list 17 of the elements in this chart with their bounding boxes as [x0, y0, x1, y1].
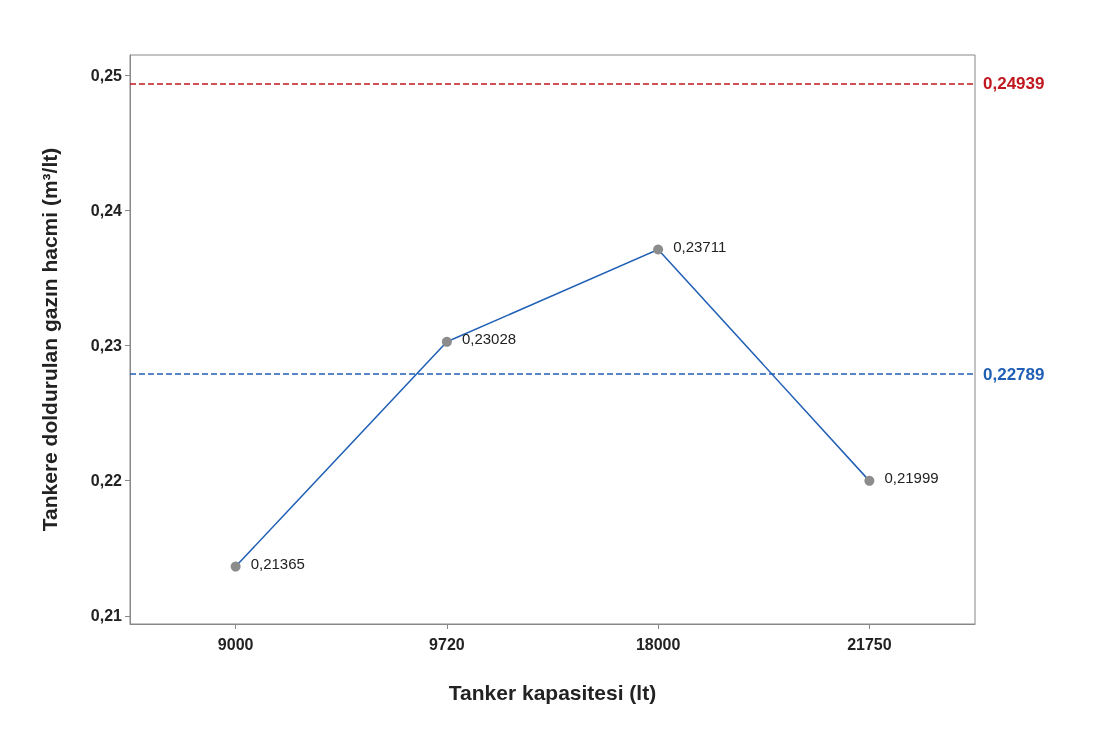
x-tick-label: 9720: [429, 635, 465, 653]
data-label: 0,21365: [250, 555, 305, 573]
y-axis-title: Tankere doldurulan gazın hacmi (m³/lt): [38, 147, 61, 532]
x-axis-title: Tanker kapasitesi (lt): [448, 681, 657, 704]
x-tick-label: 21750: [847, 635, 892, 653]
x-tick-label: 9000: [217, 635, 254, 653]
y-tick-label: 0,24: [90, 201, 123, 219]
x-tick-label: 18000: [635, 635, 681, 653]
data-label: 0,23028: [461, 330, 517, 348]
y-tick-label: 0,22: [90, 472, 123, 490]
ref-line-label: 0,24939: [983, 74, 1045, 94]
ref-line-label: 0,22789: [983, 364, 1045, 384]
y-tick-label: 0,23: [90, 337, 123, 355]
data-label: 0,23711: [673, 237, 727, 255]
data-label: 0,21999: [884, 469, 939, 487]
y-tick-label: 0,25: [90, 66, 123, 84]
y-tick-label: 0,21: [90, 607, 123, 625]
